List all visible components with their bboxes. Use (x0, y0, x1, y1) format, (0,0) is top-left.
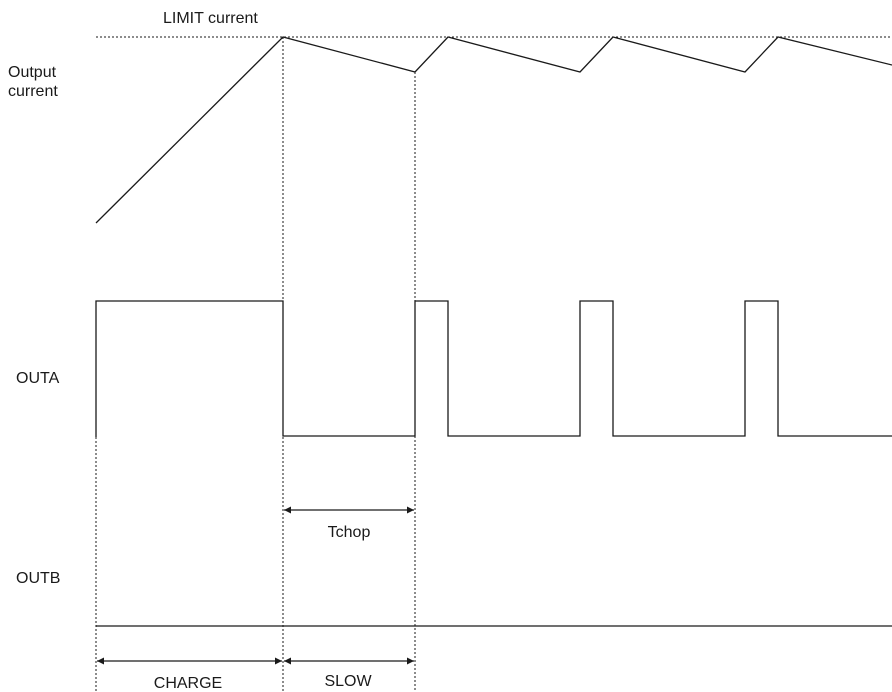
charge-label: CHARGE (154, 675, 222, 692)
output-current-waveform (95, 36, 892, 224)
outa-waveform (95, 300, 892, 437)
outb-label: OUTB (16, 570, 60, 587)
output-current-label-line1: Output (8, 64, 57, 81)
tchop-label: Tchop (328, 524, 371, 541)
limit-current-label: LIMIT current (163, 10, 258, 27)
output-current-label-line2: current (8, 83, 58, 100)
outa-label: OUTA (16, 370, 60, 387)
slow-label: SLOW (324, 673, 372, 690)
